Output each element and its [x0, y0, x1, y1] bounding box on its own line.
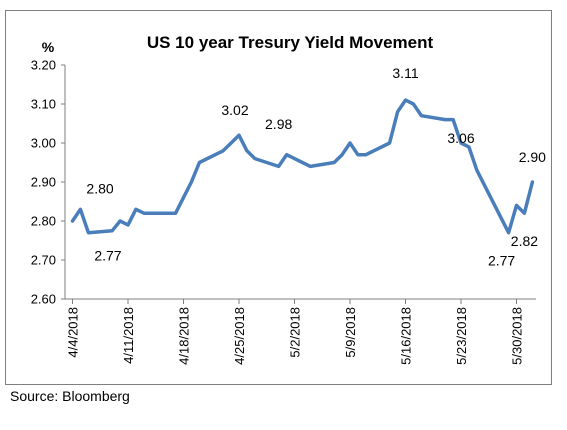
x-tick-label: 5/30/2018	[510, 307, 525, 365]
y-tick-label: 2.80	[31, 214, 56, 229]
chart-title: US 10 year Tresury Yield Movement	[147, 33, 434, 52]
y-axis-ticks: 3.20 3.10 3.00 2.90 2.80 2.70 2.60	[31, 58, 65, 307]
yield-series-line	[70, 98, 535, 235]
data-label: 2.80	[86, 180, 113, 196]
x-tick-label: 4/4/2018	[66, 307, 81, 358]
chart-border	[5, 10, 552, 385]
x-axis-ticks: 4/4/2018 4/11/2018 4/18/2018 4/25/2018 5/2/2…	[66, 299, 525, 365]
data-label: 3.06	[447, 130, 474, 146]
y-axis-unit-label: %	[42, 39, 55, 55]
data-label: 3.02	[221, 102, 248, 118]
x-tick-label: 4/25/2018	[232, 307, 247, 365]
data-label: 2.82	[511, 233, 538, 249]
y-tick-label: 3.20	[31, 58, 56, 73]
data-label: 2.77	[94, 248, 121, 264]
data-labels: 2.80 2.77 3.02 2.98 3.11 3.06 2.90 2.82 2.77	[86, 65, 546, 269]
y-tick-label: 3.10	[31, 97, 56, 112]
y-tick-label: 2.90	[31, 175, 56, 190]
y-tick-label: 2.60	[31, 292, 56, 307]
x-tick-label: 5/9/2018	[343, 307, 358, 358]
source-note: Source: Bloomberg	[10, 388, 130, 404]
y-tick-label: 2.70	[31, 253, 56, 268]
x-tick-label: 5/16/2018	[399, 307, 414, 365]
data-label: 2.77	[488, 253, 515, 269]
x-tick-label: 5/23/2018	[454, 307, 469, 365]
y-tick-label: 3.00	[31, 136, 56, 151]
series-group	[70, 98, 535, 235]
x-tick-label: 4/11/2018	[121, 307, 136, 364]
data-label: 3.11	[392, 65, 418, 81]
x-tick-label: 4/18/2018	[177, 307, 192, 365]
data-label: 2.90	[519, 149, 546, 165]
x-tick-label: 5/2/2018	[288, 307, 303, 358]
data-label: 2.98	[265, 116, 292, 132]
